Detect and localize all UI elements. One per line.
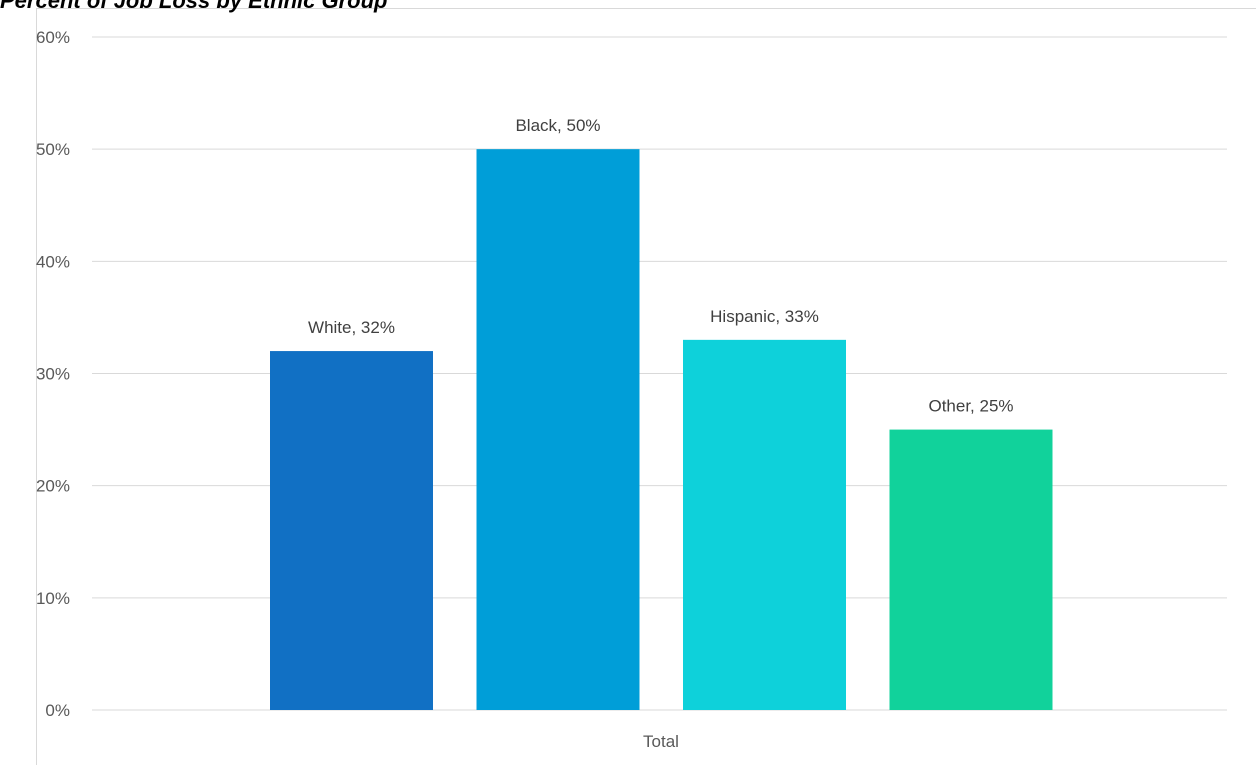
y-tick-label: 10%	[36, 589, 70, 608]
bar-black	[476, 149, 640, 710]
chart-title: Percent of Job Loss by Ethnic Group	[0, 0, 388, 13]
y-axis-tick-labels: 0% 10% 20% 30% 40% 50% 60%	[36, 28, 70, 720]
bar-other	[889, 429, 1053, 710]
y-tick-label: 50%	[36, 140, 70, 159]
x-axis-category-label: Total	[643, 732, 679, 751]
bar-white	[270, 351, 433, 710]
y-tick-label: 40%	[36, 252, 70, 271]
gridlines	[92, 36, 1227, 711]
data-label-hispanic: Hispanic, 33%	[710, 307, 819, 326]
bars	[270, 149, 1053, 710]
y-tick-label: 0%	[45, 701, 70, 720]
y-tick-label: 30%	[36, 365, 70, 384]
y-tick-label: 20%	[36, 477, 70, 496]
plot-area-border	[36, 8, 1256, 765]
data-label-other: Other, 25%	[928, 397, 1013, 416]
bar-data-labels: White, 32% Black, 50% Hispanic, 33% Other, …	[308, 116, 1014, 415]
y-tick-label: 60%	[36, 28, 70, 47]
data-label-black: Black, 50%	[515, 116, 600, 135]
data-label-white: White, 32%	[308, 318, 395, 337]
bar-hispanic	[683, 339, 846, 710]
